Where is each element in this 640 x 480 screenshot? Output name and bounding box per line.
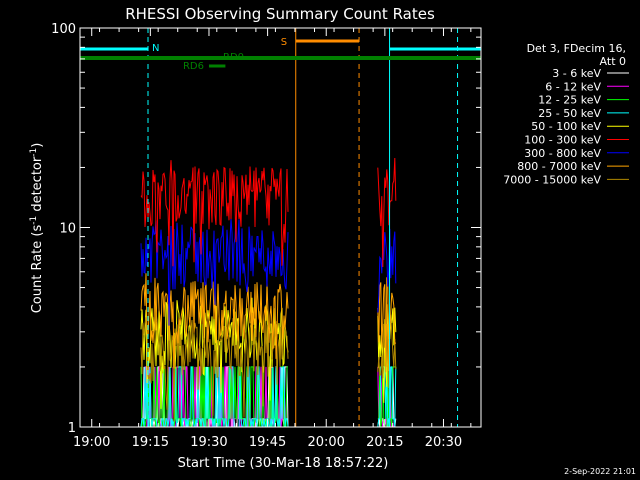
x-tick-label-4: 20:00: [307, 435, 344, 450]
legend-label-2: 12 - 25 keV: [538, 94, 601, 107]
series-3-trace-0: [140, 366, 289, 428]
x-tick-label-6: 20:30: [425, 435, 462, 450]
series-5-trace-1: [377, 157, 397, 268]
series-6-trace-0: [140, 218, 289, 326]
legend-label-8: 7000 - 15000 keV: [503, 173, 601, 186]
x-axis-label: Start Time (30-Mar-18 18:57:22): [178, 456, 389, 471]
legend-header-1: Det 3, FDecim 16,: [527, 42, 626, 55]
x-tick-label-2: 19:30: [190, 435, 227, 450]
chart-title: RHESSI Observing Summary Count Rates: [125, 5, 435, 23]
y-label-sup2: -1: [29, 148, 39, 157]
axes: 19:00 19:15 19:30 19:45 20:00 20:15 20:30 1 10 10…: [51, 22, 481, 450]
x-tick-label-1: 19:15: [132, 435, 169, 450]
footer-date: 2-Sep-2022 21:01: [564, 467, 636, 476]
rd0-flag-label: RD0: [223, 52, 244, 63]
night-flag-label: N: [152, 43, 159, 54]
y-label-end: ): [30, 143, 45, 148]
legend-label-0: 3 - 6 keV: [552, 67, 601, 80]
x-tick-label-3: 19:45: [249, 435, 286, 450]
legend-header-2: Att 0: [600, 55, 626, 68]
x-tick-label-5: 20:15: [366, 435, 403, 450]
saa-flag-label: S: [281, 37, 287, 48]
y-label-main: Count Rate (s: [30, 225, 45, 314]
y-tick-label-0: 1: [68, 421, 76, 436]
series-4-trace-1: [377, 304, 397, 403]
y-tick-label-2: 100: [51, 22, 76, 37]
y-label-mid: detector: [30, 156, 45, 216]
y-label-sup1: -1: [29, 216, 39, 225]
legend-label-1: 6 - 12 keV: [545, 80, 601, 93]
x-tick-label-0: 19:00: [73, 435, 110, 450]
rd6-flag-label: RD6: [183, 61, 204, 72]
series-7-trace-1: [377, 277, 397, 373]
y-tick-label-1: 10: [59, 222, 76, 237]
legend-label-6: 300 - 800 keV: [524, 147, 601, 160]
series-5-trace-0: [140, 160, 289, 267]
series-4-trace-0: [140, 297, 289, 409]
legend-label-5: 100 - 300 keV: [524, 134, 601, 147]
legend-label-4: 50 - 100 keV: [531, 120, 601, 133]
series-6-trace-1: [377, 228, 397, 313]
legend-label-7: 800 - 7000 keV: [517, 160, 601, 173]
legend-label-3: 25 - 50 keV: [538, 107, 601, 120]
y-axis-label: Count Rate (s-1 detector-1): [29, 143, 45, 314]
series-8-trace-0: [140, 312, 289, 422]
data-traces: [140, 157, 397, 428]
